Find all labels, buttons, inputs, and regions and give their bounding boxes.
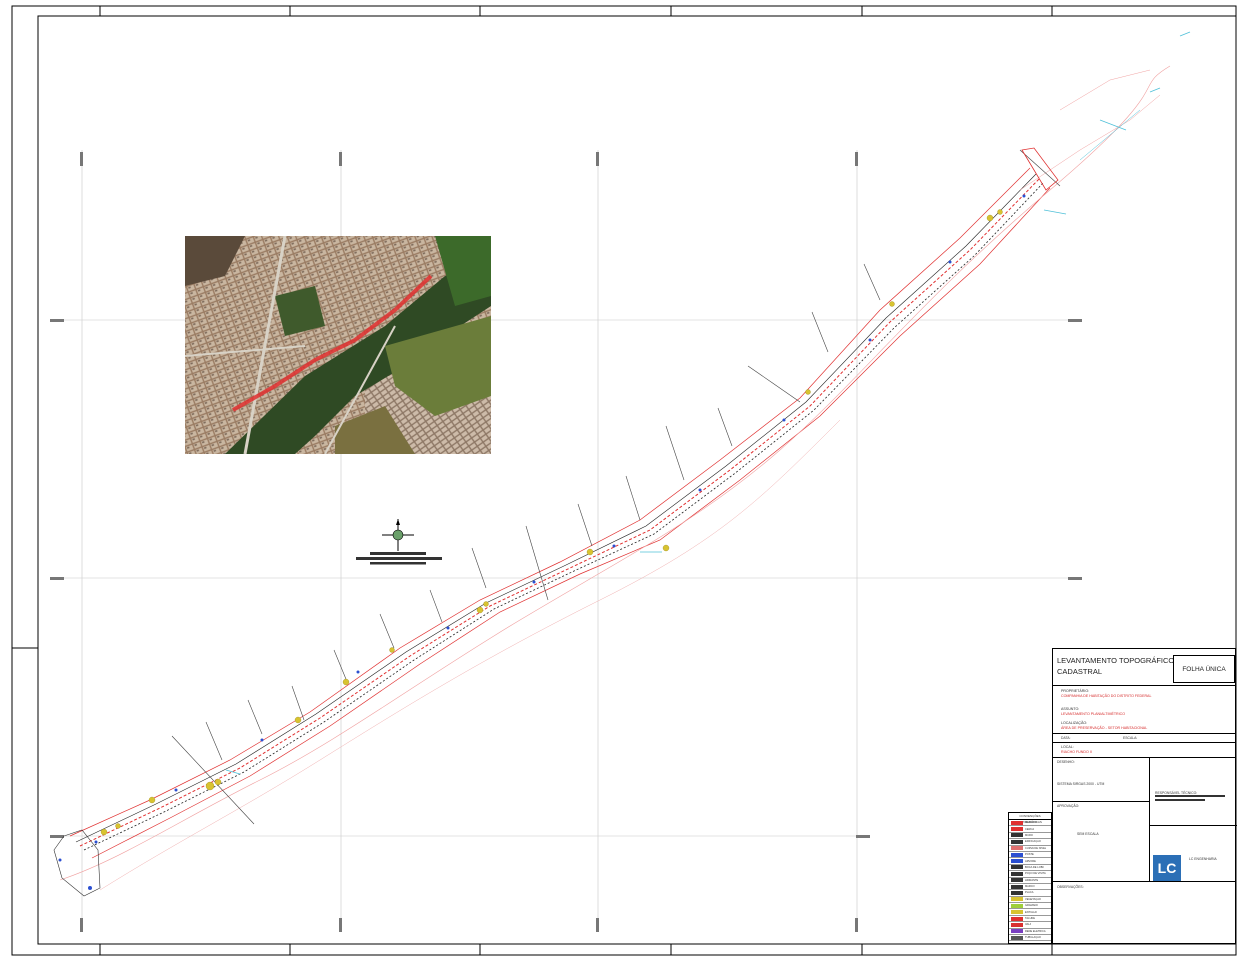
legend-item: TALUDE [1009, 916, 1051, 923]
north-arrow-caption [356, 552, 442, 565]
proprietario-value: COMPANHIA DE HABITAÇÃO DO DISTRITO FEDER… [1061, 694, 1152, 698]
company-name: LC ENGENHARIA [1189, 857, 1217, 861]
aprovacao-label: APROVAÇÃO: [1057, 804, 1080, 808]
legend-symbol-icon [1011, 871, 1023, 876]
proprietario-label: PROPRIETÁRIO: [1061, 689, 1090, 693]
legend-label: GRAMADO [1025, 904, 1039, 908]
legend-label: MURO [1025, 833, 1033, 837]
legend-label: CURVA DE NÍVEL [1025, 846, 1047, 850]
localizacao-value: ÁREA DE PRESERVAÇÃO - SETOR HABITACIONAL [1061, 726, 1148, 730]
legend-symbol-icon [1011, 820, 1023, 825]
legend-item: EDIFICAÇÃO [1009, 839, 1051, 846]
legend-item: VEGETAÇÃO [1009, 897, 1051, 904]
data-label: DATA: [1061, 736, 1071, 740]
legend-symbol-icon [1011, 827, 1023, 832]
survey-corridor [53, 31, 1191, 897]
legend-symbol-icon [1011, 903, 1023, 908]
legend-item: ÁRVORE [1009, 858, 1051, 865]
legend-symbol-icon [1011, 910, 1023, 915]
company-logo: LC [1153, 855, 1181, 881]
legend-symbol-icon [1011, 935, 1023, 940]
legend-label: VALA [1025, 923, 1032, 927]
sheet-label: FOLHA ÚNICA [1173, 655, 1235, 683]
legend-item: CURVA DE NÍVEL [1009, 846, 1051, 852]
legend-symbol-icon [1011, 890, 1023, 895]
legend-symbol-icon [1011, 852, 1023, 857]
observacoes-label: OBSERVAÇÕES: [1057, 885, 1084, 889]
legend-item: MEIO-FIO [1009, 820, 1051, 827]
legend-item: BOCA DE LOBO [1009, 865, 1051, 872]
local-value: RIACHO FUNDO II [1061, 750, 1092, 754]
legend-item: CERCA [1009, 826, 1051, 833]
legend-symbol-icon [1011, 897, 1023, 902]
legend-label: TALUDE [1025, 917, 1036, 921]
assunto-label: ASSUNTO: [1061, 707, 1080, 711]
legend-item: ENTULHO [1009, 909, 1051, 916]
legend-symbol-icon [1011, 922, 1023, 927]
legend-item: MARCO [1009, 884, 1051, 891]
legend-item: TUBULAÇÃO [1009, 935, 1051, 942]
coordinate-grid [52, 150, 1082, 932]
project-title: LEVANTAMENTO TOPOGRÁFICO CADASTRAL [1057, 656, 1175, 676]
legend-symbol-icon [1011, 878, 1023, 883]
aerial-photo [185, 236, 491, 454]
escala-label: ESCALA: [1123, 736, 1138, 740]
legend-item: POÇO DE VISITA [1009, 871, 1051, 878]
legend-item: MURO [1009, 833, 1051, 840]
legend-symbol-icon [1011, 929, 1023, 934]
north-arrow-icon [382, 519, 414, 551]
legend-label: MEIO-FIO [1025, 821, 1037, 825]
legend-label: VEGETAÇÃO [1025, 897, 1041, 901]
legend-label: ÁRVORE [1025, 859, 1036, 863]
legend-label: MARCO [1025, 885, 1035, 889]
legend-header: CONVENÇÕES TOPOGRÁFICAS [1009, 813, 1051, 824]
legend-symbol-icon [1011, 839, 1023, 844]
legend-item: HIDRANTE [1009, 878, 1051, 884]
legend-symbol-icon [1011, 859, 1023, 864]
aprovacao-value: SEM ESCALA [1077, 832, 1099, 836]
legend-item: GRAMADO [1009, 903, 1051, 910]
legend-label: HIDRANTE [1025, 878, 1039, 882]
legend-item: PLACA [1009, 890, 1051, 897]
localizacao-label: LOCALIZAÇÃO: [1061, 721, 1088, 725]
legend-symbol-icon [1011, 833, 1023, 838]
legend-label: PLACA [1025, 891, 1034, 895]
legend-symbol-icon [1011, 846, 1023, 851]
legend-item: REDE ELÉTRICA [1009, 929, 1051, 936]
legend-label: REDE ELÉTRICA [1025, 929, 1046, 933]
desenho-value: SISTEMA SIRGAS 2000 - UTM [1057, 782, 1105, 786]
legend-label: POSTE [1025, 853, 1034, 857]
legend-label: ENTULHO [1025, 910, 1038, 914]
legend-label: POÇO DE VISITA [1025, 872, 1046, 876]
legend-item: POSTE [1009, 852, 1051, 859]
legend-label: BOCA DE LOBO [1025, 865, 1045, 869]
legend-symbol-icon [1011, 884, 1023, 889]
legend-label: EDIFICAÇÃO [1025, 840, 1041, 844]
legend-label: TUBULAÇÃO [1025, 936, 1041, 940]
local-label: LOCAL: [1061, 745, 1074, 749]
legend-symbol-icon [1011, 916, 1023, 921]
assunto-value: LEVANTAMENTO PLANIALTIMÉTRICO [1061, 712, 1126, 716]
desenho-label: DESENHO: [1057, 760, 1075, 764]
legend: CONVENÇÕES TOPOGRÁFICAS MEIO-FIO CERCA MUR… [1008, 812, 1052, 944]
legend-label: CERCA [1025, 827, 1035, 831]
title-block: LEVANTAMENTO TOPOGRÁFICO CADASTRAL FOLHA… [1052, 648, 1237, 944]
legend-symbol-icon [1011, 865, 1023, 870]
legend-item: VALA [1009, 922, 1051, 929]
responsavel-label: RESPONSÁVEL TÉCNICO: [1155, 791, 1198, 795]
